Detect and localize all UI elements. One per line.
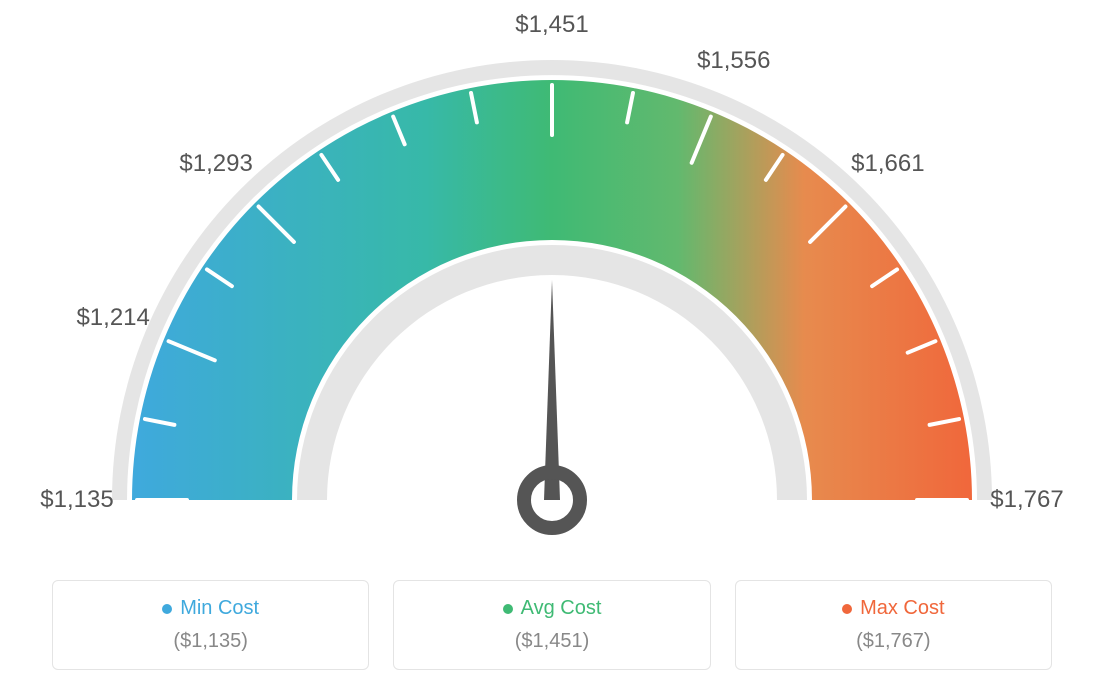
- gauge-tick-label: $1,556: [697, 47, 770, 75]
- cost-gauge-chart: $1,135 $1,214 $1,293 $1,451 $1,556 $1,661 $1,7…: [0, 0, 1104, 690]
- legend-card-max: Max Cost ($1,767): [735, 580, 1052, 670]
- legend-dot-min: [162, 604, 172, 614]
- legend-dot-avg: [503, 604, 513, 614]
- gauge-area: $1,135 $1,214 $1,293 $1,451 $1,556 $1,661 $1,7…: [0, 0, 1104, 560]
- gauge-svg: [0, 0, 1104, 560]
- gauge-tick-label: $1,661: [851, 150, 924, 178]
- legend-card-avg: Avg Cost ($1,451): [393, 580, 710, 670]
- legend-title-avg: Avg Cost: [414, 597, 689, 620]
- legend-dot-max: [842, 604, 852, 614]
- legend-label-avg: Avg Cost: [521, 597, 602, 620]
- legend-value-min: ($1,135): [73, 630, 348, 653]
- legend-value-max: ($1,767): [756, 630, 1031, 653]
- gauge-tick-label: $1,451: [515, 11, 588, 39]
- gauge-tick-label: $1,767: [990, 486, 1063, 514]
- legend-label-max: Max Cost: [860, 597, 944, 620]
- legend-label-min: Min Cost: [180, 597, 259, 620]
- gauge-tick-label: $1,293: [179, 150, 252, 178]
- gauge-tick-label: $1,214: [76, 304, 149, 332]
- gauge-tick-label: $1,135: [40, 486, 113, 514]
- legend-title-max: Max Cost: [756, 597, 1031, 620]
- legend-card-min: Min Cost ($1,135): [52, 580, 369, 670]
- legend-title-min: Min Cost: [73, 597, 348, 620]
- legend-value-avg: ($1,451): [414, 630, 689, 653]
- legend-row: Min Cost ($1,135) Avg Cost ($1,451) Max …: [0, 580, 1104, 670]
